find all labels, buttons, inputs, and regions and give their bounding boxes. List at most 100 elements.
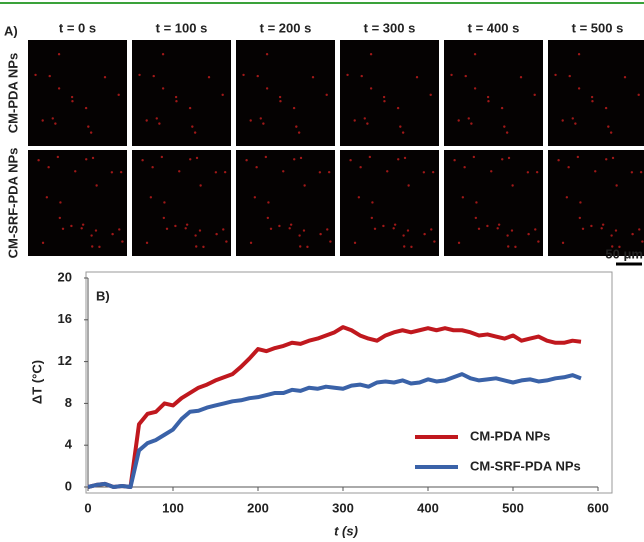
cell-dot <box>457 119 460 122</box>
cell-dot <box>193 131 197 134</box>
cell-dot <box>574 122 577 125</box>
cell-dot <box>577 87 581 90</box>
cell-dot <box>329 240 332 243</box>
cell-dot <box>54 122 57 125</box>
cell-dot <box>279 100 282 103</box>
cell-dot <box>80 227 83 230</box>
cell-dot <box>576 155 580 159</box>
cell-dot <box>59 201 62 204</box>
cell-dot <box>507 245 510 248</box>
cell-dot <box>510 229 514 232</box>
cell-dot <box>34 73 37 77</box>
micrograph <box>340 40 439 146</box>
cell-dot <box>386 170 389 173</box>
cell-dot <box>506 234 509 237</box>
cell-dot <box>223 170 227 174</box>
series-line <box>87 372 582 489</box>
cell-dot <box>90 234 93 237</box>
time-label: t = 400 s <box>468 20 520 35</box>
time-label: t = 300 s <box>364 20 416 35</box>
cell-dot <box>383 100 386 103</box>
cell-dot <box>473 87 477 90</box>
cell-dot <box>145 119 148 122</box>
cell-dot <box>497 223 501 226</box>
cell-dot <box>610 234 613 237</box>
cell-dot <box>533 93 536 97</box>
cell-dot <box>457 241 461 245</box>
row-label: CM-SRF-PDA NPs <box>5 148 20 259</box>
cell-dot <box>638 228 641 231</box>
cell-dot <box>119 170 123 174</box>
cell-dot <box>191 125 194 128</box>
y-axis-label: ΔT (°C) <box>29 360 44 404</box>
cell-dot <box>185 223 189 226</box>
cell-dot <box>325 93 328 97</box>
cell-dot <box>534 228 537 231</box>
cell-dot <box>407 184 410 187</box>
micrograph <box>132 40 231 146</box>
cell-dot <box>370 216 374 220</box>
y-tick-label: 4 <box>65 437 73 452</box>
cell-dot <box>70 224 73 228</box>
cell-dot <box>366 122 369 125</box>
cell-dot <box>265 52 269 56</box>
cell-dot <box>357 196 361 199</box>
cell-dot <box>496 227 499 230</box>
cell-dot <box>91 245 94 248</box>
x-axis-label: t (s) <box>334 523 358 538</box>
cell-dot <box>278 95 282 99</box>
cell-dot <box>637 93 640 97</box>
micrograph <box>236 40 335 146</box>
cell-dot <box>604 106 608 110</box>
cell-dot <box>41 119 44 122</box>
cell-dot <box>163 201 166 204</box>
cell-dot <box>433 240 436 243</box>
cell-dot <box>161 87 165 90</box>
cell-dot <box>396 106 400 110</box>
cell-dot <box>561 241 565 245</box>
cell-dot <box>174 95 178 99</box>
cell-dot <box>353 119 356 122</box>
cell-dot <box>363 117 366 120</box>
cell-dot <box>138 73 141 77</box>
y-tick-label: 16 <box>58 311 72 326</box>
cell-dot <box>567 166 570 169</box>
panel-a-label: A) <box>4 23 18 38</box>
cell-dot <box>45 196 49 199</box>
cell-dot <box>289 223 293 226</box>
cell-dot <box>319 232 322 236</box>
cell-dot <box>579 201 582 204</box>
micrograph <box>28 40 127 146</box>
cell-dot <box>607 125 610 128</box>
cell-dot <box>299 245 302 248</box>
cell-dot <box>184 227 187 230</box>
cell-dot <box>349 159 352 162</box>
cell-dot <box>591 100 594 103</box>
cell-dot <box>399 125 402 128</box>
row-label: CM-PDA NPs <box>5 53 20 133</box>
cell-dot <box>594 170 597 173</box>
x-tick-label: 300 <box>332 500 354 515</box>
cell-dot <box>295 125 298 128</box>
cell-dot <box>48 74 51 78</box>
cell-dot <box>431 170 435 174</box>
legend-label: CM-PDA NPs <box>470 428 550 443</box>
cell-dot <box>371 201 374 204</box>
cell-dot <box>121 240 124 243</box>
cell-dot <box>373 227 377 230</box>
cell-dot <box>302 229 306 232</box>
micrograph <box>28 150 127 256</box>
cell-dot <box>470 122 473 125</box>
cell-dot <box>292 106 296 110</box>
cell-dot <box>327 170 331 174</box>
x-tick-label: 600 <box>587 500 609 515</box>
cell-dot <box>353 241 357 245</box>
cell-dot <box>360 74 363 78</box>
cell-dot <box>202 245 205 249</box>
cell-dot <box>554 73 557 77</box>
cell-dot <box>526 171 530 174</box>
cell-dot <box>165 227 169 230</box>
cell-dot <box>403 245 406 248</box>
